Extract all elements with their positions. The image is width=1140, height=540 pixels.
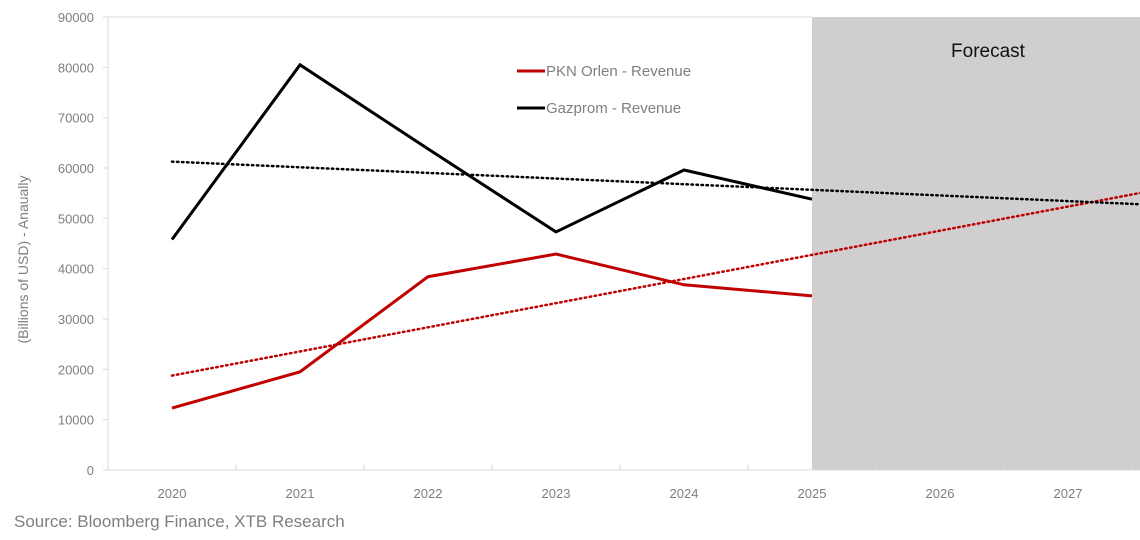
- y-axis-label: (Billions of USD) - Anaually: [15, 175, 31, 343]
- x-tick-label: 2024: [670, 486, 699, 501]
- y-tick-label: 90000: [58, 10, 94, 25]
- y-tick-label: 50000: [58, 211, 94, 226]
- series-lines: [170, 62, 813, 410]
- x-tick-label: 2027: [1054, 486, 1083, 501]
- series-line-pkn-orlen-revenue: [171, 252, 813, 410]
- x-tick-label: 2026: [926, 486, 955, 501]
- y-tick-label: 40000: [58, 262, 94, 277]
- x-tick-label: 2020: [158, 486, 187, 501]
- legend-label: PKN Orlen - Revenue: [546, 63, 691, 80]
- y-tick-label: 60000: [58, 161, 94, 176]
- legend-label: Gazprom - Revenue: [546, 100, 681, 117]
- trendline-pkn-orlen-revenue: [170, 191, 1140, 377]
- y-tick-label: 80000: [58, 60, 94, 75]
- x-tick-labels: 2020 2021 2022 2023 2024 2025 2026 2027: [158, 486, 1083, 501]
- y-tick-labels: 0 10000 20000 30000 40000 50000 60000 70000 8000…: [58, 10, 94, 478]
- x-tick-label: 2025: [798, 486, 827, 501]
- x-tick-label: 2021: [286, 486, 315, 501]
- y-tick-label: 30000: [58, 312, 94, 327]
- series-line-gazprom-revenue: [170, 62, 813, 241]
- x-tick-label: 2022: [414, 486, 443, 501]
- forecast-label: Forecast: [951, 41, 1026, 62]
- y-tick-label: 10000: [58, 413, 94, 428]
- x-tick-label: 2023: [542, 486, 571, 501]
- forecast-region: [812, 17, 1140, 470]
- y-tick-label: 70000: [58, 111, 94, 126]
- source-note: Source: Bloomberg Finance, XTB Research: [14, 512, 345, 531]
- axes: [103, 16, 1140, 471]
- y-tick-label: 20000: [58, 362, 94, 377]
- legend: PKN Orlen - Revenue Gazprom - Revenue: [517, 63, 691, 117]
- y-tick-label: 0: [87, 463, 94, 478]
